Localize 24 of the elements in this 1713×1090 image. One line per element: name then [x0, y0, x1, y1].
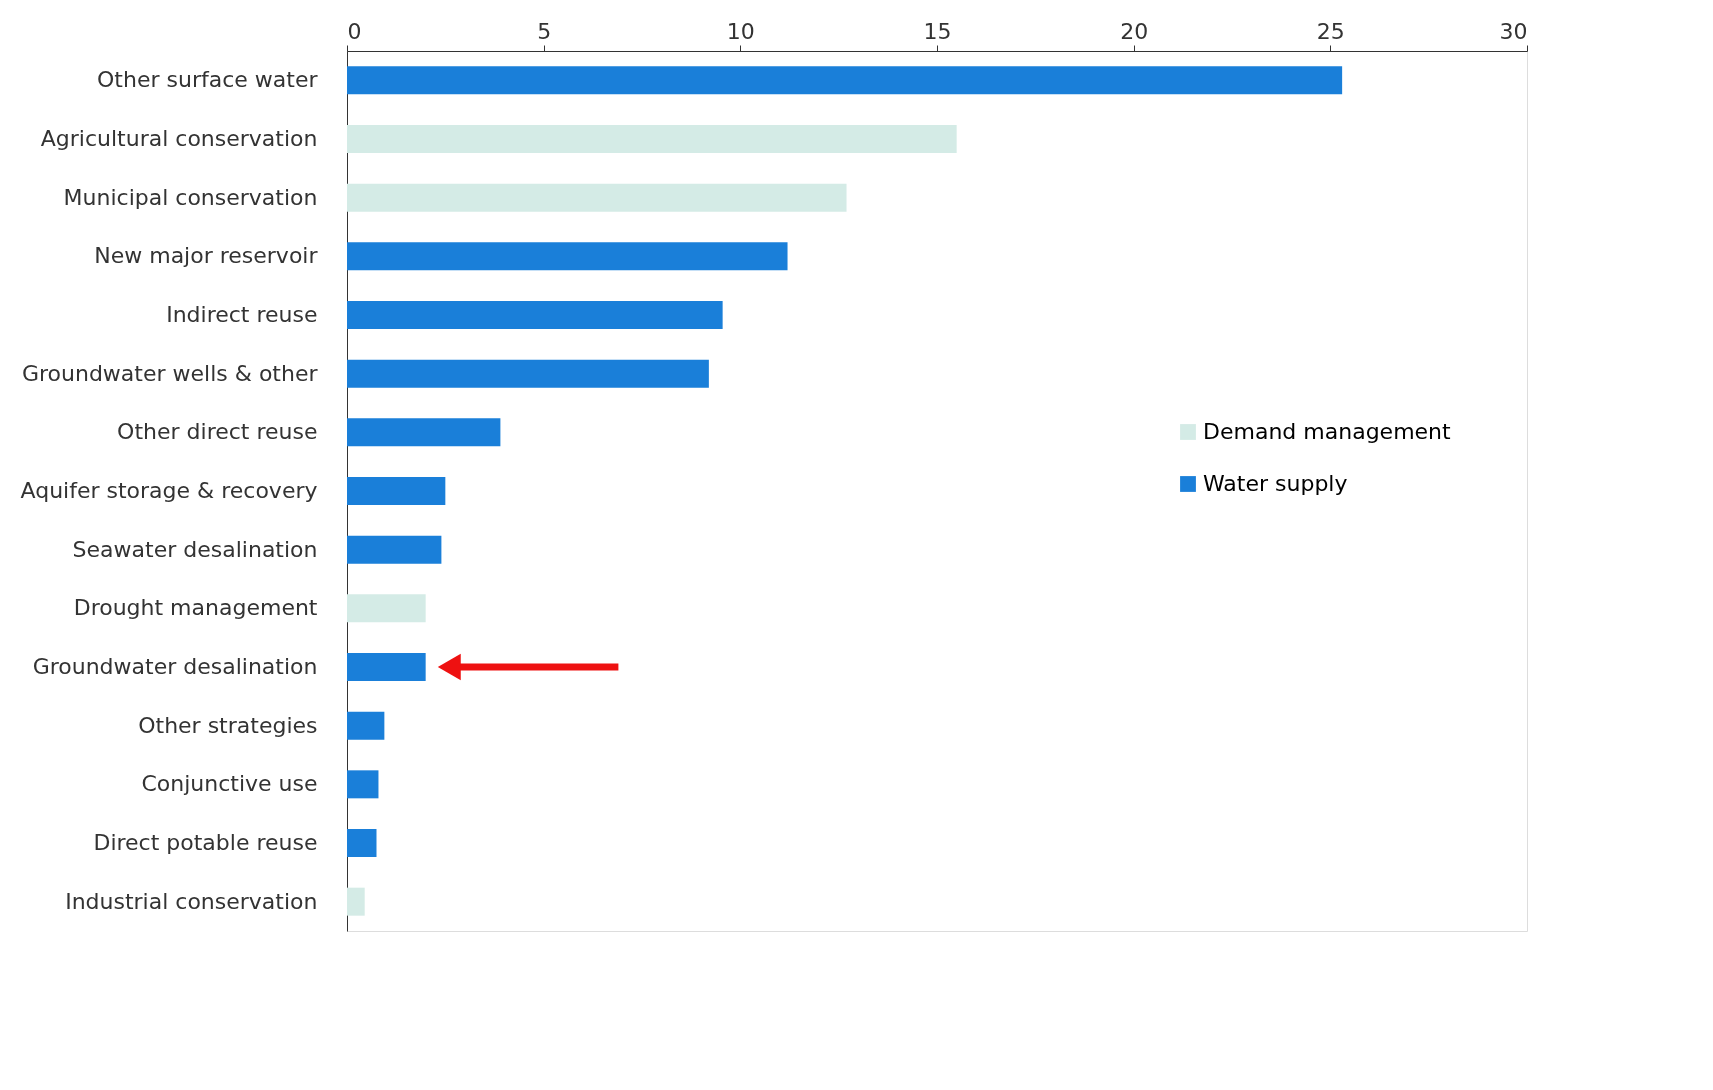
x-tick-label: 0	[347, 18, 362, 44]
legend-label: Demand management	[1203, 419, 1452, 444]
x-tick-label: 25	[1316, 18, 1345, 44]
x-tick-label: 15	[923, 18, 952, 44]
y-tick-label: Industrial conservation	[65, 888, 318, 914]
y-tick-label: Aquifer storage & recovery	[20, 478, 318, 503]
y-tick-label: Indirect reuse	[166, 302, 318, 327]
y-tick-label: Direct potable reuse	[93, 830, 318, 855]
x-tick-label: 5	[537, 18, 552, 44]
y-tick-label: Other strategies	[138, 712, 318, 738]
y-tick-label: Groundwater desalination	[32, 654, 318, 679]
y-tick-label: Other direct reuse	[117, 419, 318, 445]
y-tick-label: New major reservoir	[94, 243, 319, 269]
x-tick-label: 20	[1120, 18, 1149, 44]
x-tick-label: 30	[1499, 18, 1528, 44]
y-tick-label: Seawater desalination	[72, 536, 318, 562]
y-tick-label: Municipal conservation	[63, 184, 318, 210]
y-tick-label: Agricultural conservation	[40, 126, 318, 151]
legend-label: Water supply	[1203, 471, 1348, 496]
y-tick-label: Other surface water	[97, 67, 319, 93]
y-tick-label: Conjunctive use	[141, 771, 318, 797]
x-tick-label: 10	[726, 18, 755, 44]
y-tick-label: Drought management	[73, 595, 318, 621]
y-tick-label: Groundwater wells & other	[21, 360, 319, 386]
